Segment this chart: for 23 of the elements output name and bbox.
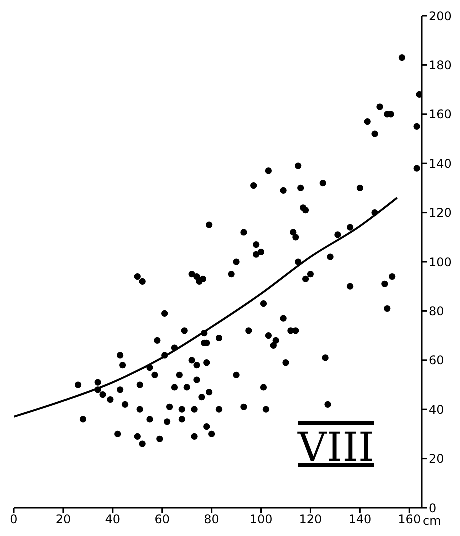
y-tick-label: 160 [429, 108, 452, 122]
x-tick-label: 20 [56, 512, 72, 527]
y-tick-label: 40 [429, 402, 444, 417]
y-tick-label: 60 [429, 354, 444, 368]
y-tick-label: 180 [429, 58, 452, 72]
y-tick-label: 120 [429, 206, 452, 220]
x-tick-label: 0 [10, 512, 18, 527]
x-tick-label: 160 [398, 512, 422, 527]
x-tick-label: 60 [154, 512, 170, 527]
y-tick-label: 0 [429, 501, 437, 516]
x-tick-label: 80 [204, 512, 220, 527]
x-tick-label: 120 [299, 512, 322, 527]
x-tick-label: 100 [250, 512, 273, 527]
y-tick-label: 200 [429, 9, 452, 24]
y-tick-label: 20 [429, 452, 444, 466]
x-axis-title: cm [423, 514, 442, 528]
line-series [14, 197, 398, 418]
y-tick-label: 140 [429, 156, 452, 171]
x-tick-label: 140 [348, 512, 372, 527]
x-tick-label: 40 [105, 512, 121, 527]
annotation: VIII [298, 425, 374, 471]
y-tick-label: 100 [429, 255, 452, 270]
y-tick-label: 80 [429, 304, 444, 318]
